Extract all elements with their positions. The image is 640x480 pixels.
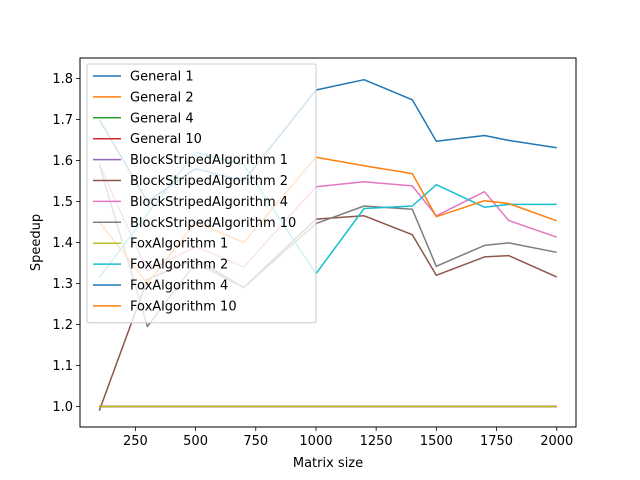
legend-label-1: General 2 [130,90,194,105]
y-tick-label: 1.8 [52,72,73,87]
legend-label-7: BlockStripedAlgorithm 10 [130,216,296,231]
legend-label-2: General 4 [130,111,194,126]
y-tick-label: 1.1 [52,359,73,374]
axis-ticks: 250 500 750 1000 1250 1500 1750 2000 1.0 1.1 1.2 1.… [52,72,573,449]
legend-label-8: FoxAlgorithm 1 [130,237,228,252]
x-tick-label: 1250 [360,434,393,449]
legend-label-6: BlockStripedAlgorithm 4 [130,195,288,210]
legend-frame [86,63,317,324]
legend-label-0: General 1 [130,70,194,85]
y-tick-label: 1.6 [52,154,73,169]
y-tick-label: 1.4 [52,236,73,251]
legend-label-10: FoxAlgorithm 4 [130,279,228,294]
y-axis-label: Speedup [29,214,44,271]
x-tick-label: 1000 [299,434,332,449]
legend-label-5: BlockStripedAlgorithm 2 [130,174,288,189]
x-tick-label: 500 [183,434,208,449]
x-axis-label: Matrix size [293,456,363,471]
y-tick-label: 1.0 [52,400,73,415]
y-tick-label: 1.7 [52,113,73,128]
y-tick-label: 1.3 [52,277,73,292]
legend-label-11: FoxAlgorithm 10 [130,299,237,314]
x-tick-label: 1750 [480,434,513,449]
x-tick-label: 2000 [540,434,573,449]
y-tick-label: 1.5 [52,195,73,210]
y-tick-label: 1.2 [52,318,73,333]
x-tick-label: 250 [123,434,148,449]
legend-label-4: BlockStripedAlgorithm 1 [130,153,288,168]
legend-label-3: General 10 [130,132,202,147]
x-tick-label: 1500 [420,434,453,449]
x-tick-label: 750 [243,434,268,449]
legend-label-9: FoxAlgorithm 2 [130,258,228,273]
legend: General 1 General 2 General 4 General 10 Blo… [86,63,317,324]
